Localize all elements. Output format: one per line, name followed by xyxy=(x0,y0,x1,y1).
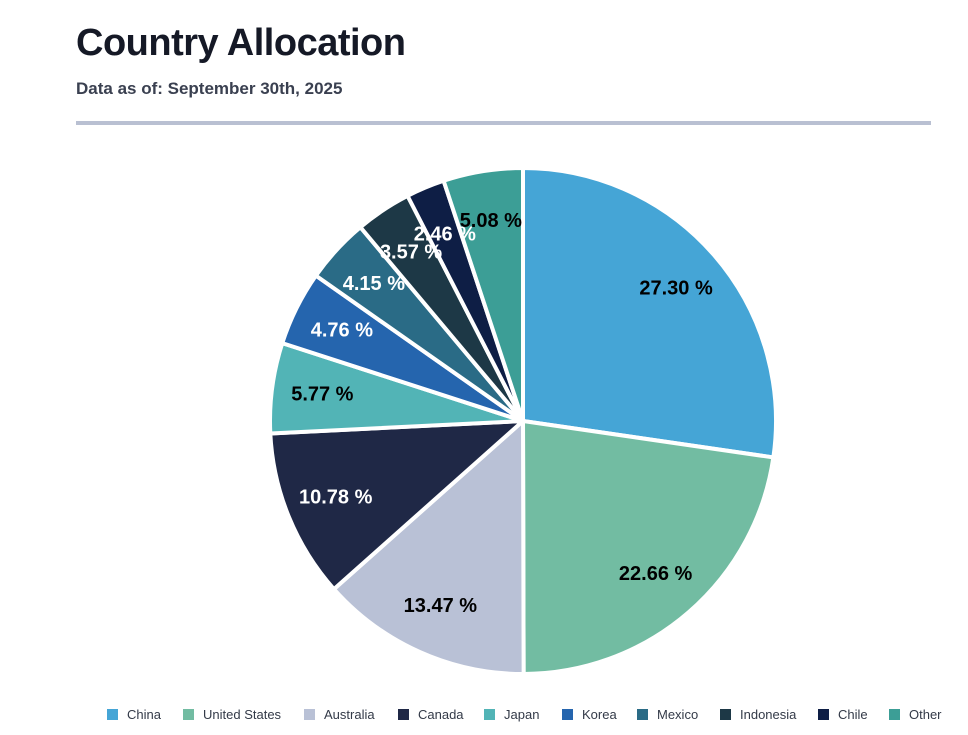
data-label-korea: 4.76 % xyxy=(311,320,373,342)
legend-item-chile[interactable]: Chile xyxy=(818,707,868,722)
legend-label: Mexico xyxy=(657,707,699,722)
legend-swatch xyxy=(562,709,573,720)
pie-slice-china[interactable] xyxy=(521,166,778,460)
data-label-china: 27.30 % xyxy=(639,278,713,300)
legend-swatch xyxy=(818,709,829,720)
pie-chart: 27.30 % 22.66 % 13.47 % 10.78 % 5.77 % 4.76 %… xyxy=(268,166,778,676)
legend-swatch xyxy=(107,709,118,720)
chart-legend: China United States Australia Canada Japan Ko… xyxy=(0,707,968,725)
pie-slice-canada[interactable] xyxy=(268,419,525,592)
data-label-united-states: 22.66 % xyxy=(619,563,693,585)
legend-item-korea[interactable]: Korea xyxy=(562,707,617,722)
legend-item-united-states[interactable]: United States xyxy=(183,707,281,722)
data-date-subtitle: Data as of: September 30th, 2025 xyxy=(76,79,343,98)
legend-swatch xyxy=(484,709,495,720)
legend-item-indonesia[interactable]: Indonesia xyxy=(720,707,796,722)
header-divider xyxy=(76,121,931,125)
legend-item-canada[interactable]: Canada xyxy=(398,707,464,722)
legend-swatch xyxy=(183,709,194,720)
data-label-mexico: 4.15 % xyxy=(343,273,405,295)
data-label-australia: 13.47 % xyxy=(404,595,478,617)
legend-label: Canada xyxy=(418,707,464,722)
legend-label: Korea xyxy=(582,707,617,722)
data-label-canada: 10.78 % xyxy=(299,487,373,509)
page-title: Country Allocation xyxy=(76,22,406,64)
data-label-indonesia: 3.57 % xyxy=(380,241,442,263)
legend-label: Japan xyxy=(504,707,540,722)
data-label-japan: 5.77 % xyxy=(291,383,353,405)
legend-item-australia[interactable]: Australia xyxy=(304,707,375,722)
legend-label: Australia xyxy=(324,707,375,722)
legend-label: Indonesia xyxy=(740,707,797,722)
legend-swatch xyxy=(398,709,409,720)
legend-item-japan[interactable]: Japan xyxy=(484,707,539,722)
data-label-other: 5.08 % xyxy=(460,210,522,232)
legend-swatch xyxy=(889,709,900,720)
legend-label: United States xyxy=(203,707,282,722)
legend-item-mexico[interactable]: Mexico xyxy=(637,707,698,722)
legend-label: Chile xyxy=(838,707,868,722)
legend-item-china[interactable]: China xyxy=(107,707,161,722)
legend-swatch xyxy=(304,709,315,720)
legend-item-other[interactable]: Other xyxy=(889,707,942,722)
data-label-chile: 2.46 % xyxy=(414,223,476,245)
pie-slice-australia[interactable] xyxy=(331,419,526,676)
pie-slice-other[interactable] xyxy=(441,166,525,423)
legend-label: China xyxy=(127,707,161,722)
pie-slice-united-states[interactable] xyxy=(521,419,776,676)
legend-swatch xyxy=(637,709,648,720)
legend-label: Other xyxy=(909,707,942,722)
legend-swatch xyxy=(720,709,731,720)
